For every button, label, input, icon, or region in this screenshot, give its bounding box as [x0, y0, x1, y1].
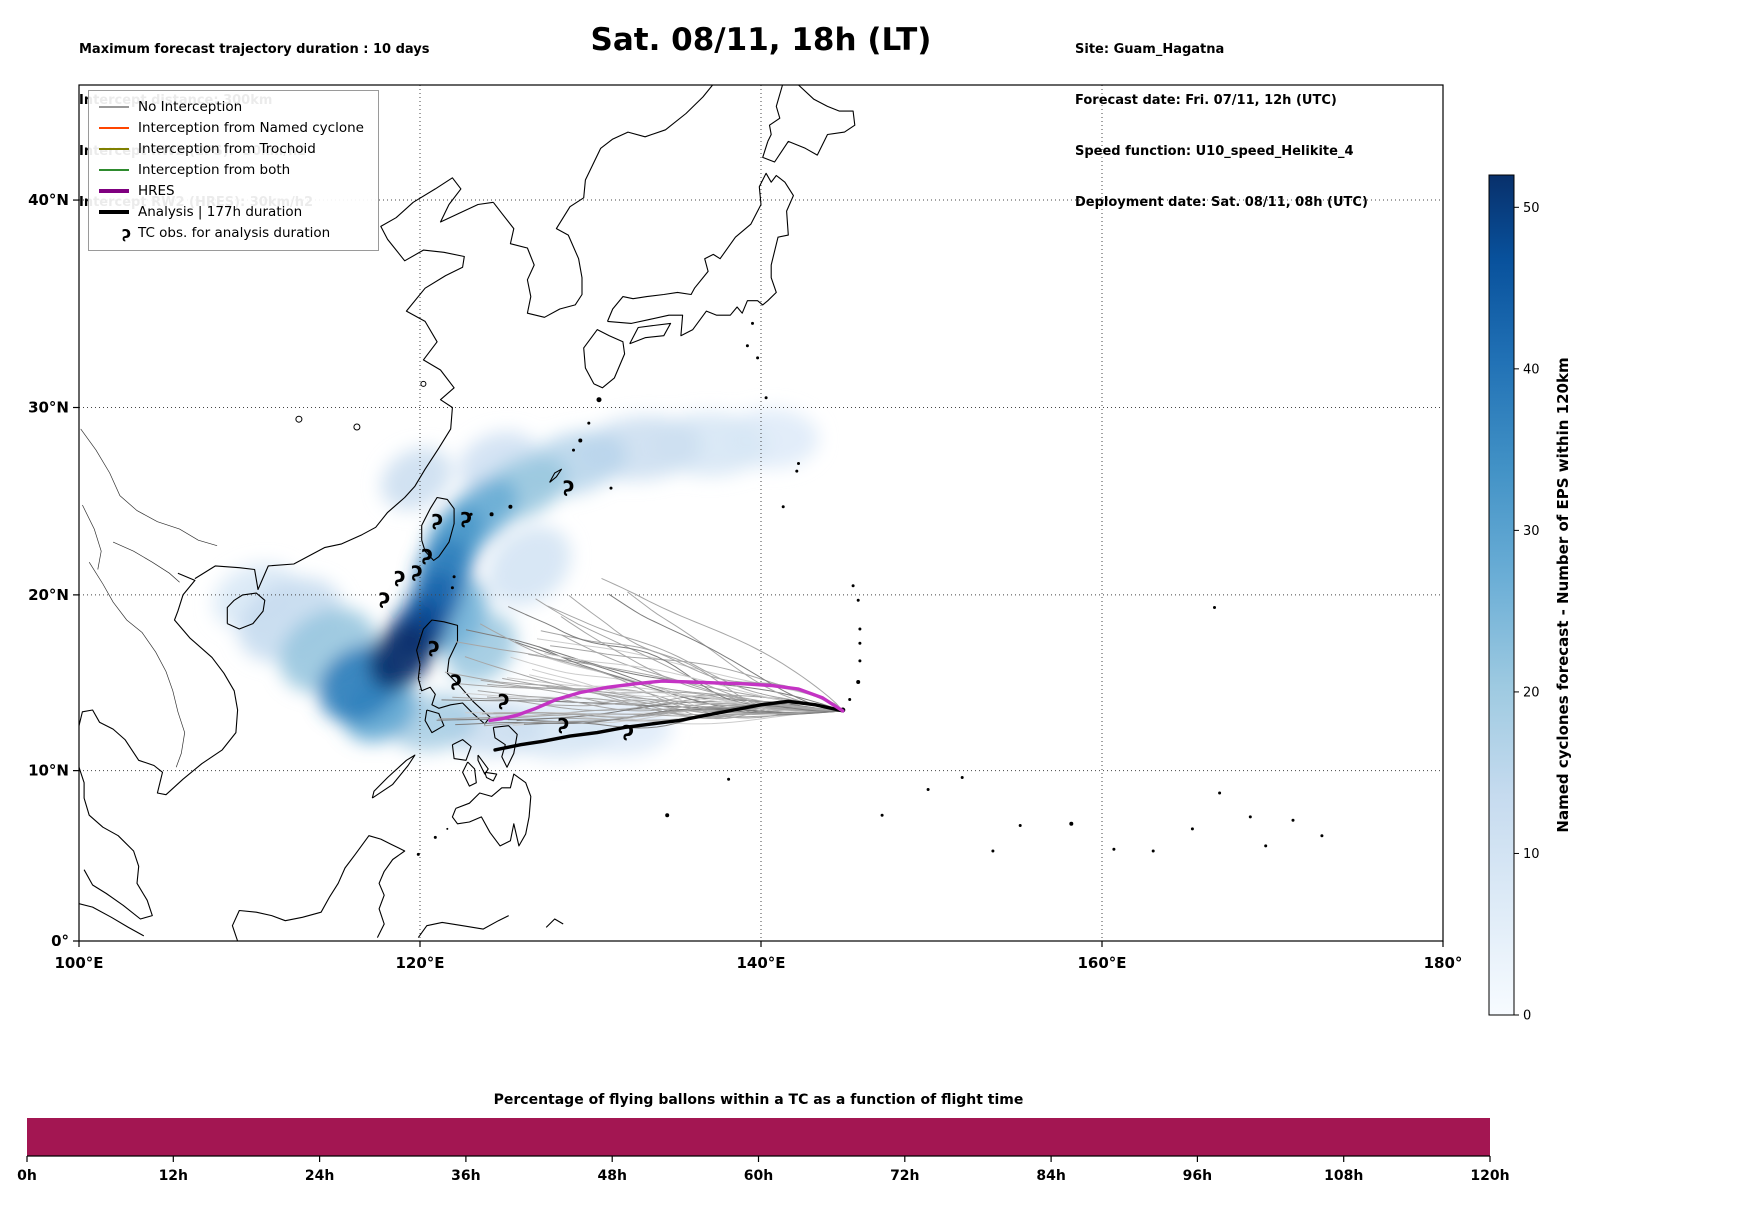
svg-text:0: 0 — [1523, 1009, 1531, 1024]
legend-label: Interception from both — [138, 161, 291, 178]
svg-text:40°N: 40°N — [28, 191, 69, 209]
tc-obs-marker-icon: ς — [421, 541, 433, 565]
legend-line-swatch — [97, 126, 131, 129]
legend-color-line — [99, 126, 129, 129]
legend-line-swatch — [97, 147, 131, 150]
flight-time-bar — [27, 1118, 1490, 1156]
colorbar-ticks: 0 10 20 30 40 50 — [1514, 201, 1540, 1024]
tc-obs-marker-icon: ς — [450, 667, 462, 691]
coastlines — [79, 85, 856, 941]
svg-text:36h: 36h — [451, 1168, 480, 1184]
legend-color-line — [99, 209, 129, 214]
legend-label: Interception from Named cyclone — [138, 119, 364, 136]
tc-obs-marker-icon: ς — [431, 506, 443, 530]
tc-obs-marker-icon: ς — [460, 504, 472, 528]
tc-obs-marker-icon: ς — [498, 686, 510, 710]
meta-line-duration: Maximum forecast trajectory duration : 1… — [79, 42, 430, 57]
svg-text:0°: 0° — [51, 932, 69, 950]
tc-obs-marker-icon: ς — [428, 633, 440, 657]
legend-label: Interception from Trochoid — [138, 140, 316, 157]
island-dots — [416, 321, 1324, 856]
legend-item-hres: HRES — [97, 180, 364, 201]
svg-text:48h: 48h — [597, 1168, 626, 1184]
legend-item-named-cyclone: Interception from Named cyclone — [97, 117, 364, 138]
flight-time-bar-chart: 0h 12h 24h 36h 48h 60h 72h 84h 96h 108h 120h — [17, 1118, 1510, 1184]
legend-line-swatch — [97, 168, 131, 171]
bottom-chart-title: Percentage of flying ballons within a TC… — [493, 1092, 1024, 1108]
legend-line-swatch — [97, 105, 131, 108]
x-axis-ticks: 100°E 120°E 140°E 160°E 180° — [54, 941, 1462, 972]
legend-line-swatch — [97, 209, 131, 214]
svg-text:84h: 84h — [1036, 1168, 1065, 1184]
legend-item-tc-obs: ς TC obs. for analysis duration — [97, 222, 364, 243]
svg-text:40: 40 — [1523, 362, 1540, 377]
svg-text:10: 10 — [1523, 847, 1540, 862]
legend-label: No Interception — [138, 98, 243, 115]
site-info: Site: Guam_Hagatna Forecast date: Fri. 0… — [1075, 7, 1368, 245]
svg-text:10°N: 10°N — [28, 762, 69, 780]
svg-text:180°: 180° — [1424, 954, 1463, 972]
svg-text:0h: 0h — [17, 1168, 37, 1184]
svg-text:120h: 120h — [1470, 1168, 1509, 1184]
meta-line-speed-function: Speed function: U10_speed_Helikite_4 — [1075, 144, 1354, 159]
legend-label: Analysis | 177h duration — [138, 203, 303, 220]
svg-text:120°E: 120°E — [395, 954, 444, 972]
legend-item-no-interception: No Interception — [97, 96, 364, 117]
svg-text:72h: 72h — [890, 1168, 919, 1184]
meta-line-forecast-date: Forecast date: Fri. 07/11, 12h (UTC) — [1075, 93, 1337, 108]
lakes — [295, 380, 427, 431]
legend-color-line — [99, 168, 129, 171]
legend-label: TC obs. for analysis duration — [138, 224, 331, 241]
map-legend: No Interception Interception from Named … — [88, 90, 379, 251]
svg-text:96h: 96h — [1183, 1168, 1212, 1184]
meta-line-deployment-date: Deployment date: Sat. 08/11, 08h (UTC) — [1075, 195, 1368, 210]
map-grid — [79, 85, 1443, 941]
flight-time-axis: 0h 12h 24h 36h 48h 60h 72h 84h 96h 108h 120h — [17, 1156, 1510, 1184]
legend-item-trochoid: Interception from Trochoid — [97, 138, 364, 159]
legend-color-line — [99, 105, 129, 108]
svg-text:12h: 12h — [159, 1168, 188, 1184]
svg-text:20°N: 20°N — [28, 586, 69, 604]
tc-obs-marker-icon: ς — [622, 717, 634, 741]
svg-text:24h: 24h — [305, 1168, 334, 1184]
svg-text:160°E: 160°E — [1077, 954, 1126, 972]
meta-line-site: Site: Guam_Hagatna — [1075, 42, 1225, 57]
y-axis-ticks: 0° 10°N 20°N 30°N 40°N — [28, 191, 79, 950]
tc-obs-marker-icon: ς — [557, 710, 569, 734]
svg-text:60h: 60h — [744, 1168, 773, 1184]
svg-text:140°E: 140°E — [736, 954, 785, 972]
svg-text:30: 30 — [1523, 524, 1540, 539]
svg-text:50: 50 — [1523, 201, 1540, 216]
tc-obs-marker-icon: ς — [411, 558, 423, 582]
hres-track — [488, 679, 845, 723]
page-title: Sat. 08/11, 18h (LT) — [590, 22, 932, 58]
tc-symbol-icon: ς — [121, 222, 131, 242]
colorbar-label: Named cyclones forecast - Number of EPS … — [1554, 357, 1572, 833]
legend-line-swatch — [97, 188, 131, 193]
legend-label: HRES — [138, 182, 175, 199]
colorbar: 0 10 20 30 40 50 — [1488, 174, 1540, 1024]
tc-obs-marker-icon: ς — [378, 585, 390, 609]
eps-ensemble-trajectories — [436, 577, 844, 729]
legend-color-line — [99, 188, 129, 193]
legend-item-analysis: Analysis | 177h duration — [97, 201, 364, 222]
svg-text:100°E: 100°E — [54, 954, 103, 972]
tc-obs-marker-icon: ς — [562, 472, 574, 496]
svg-text:108h: 108h — [1324, 1168, 1363, 1184]
analysis-track — [493, 699, 845, 752]
legend-item-both: Interception from both — [97, 159, 364, 180]
svg-text:20: 20 — [1523, 685, 1540, 700]
tc-obs-marker-icon: ς — [394, 563, 406, 587]
svg-text:30°N: 30°N — [28, 399, 69, 417]
rivers — [80, 428, 218, 768]
legend-color-line — [99, 147, 129, 150]
